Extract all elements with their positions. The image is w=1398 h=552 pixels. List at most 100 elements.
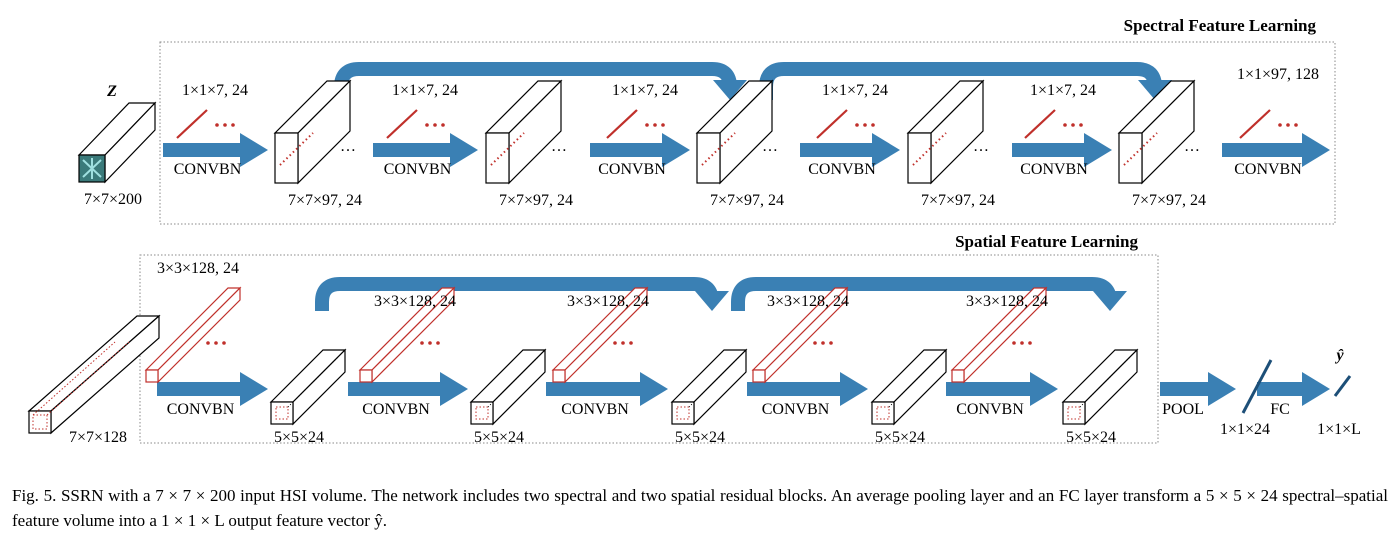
spectral-kernel-label: 1×1×7, 24 xyxy=(612,82,678,99)
spectral-kernel-dot xyxy=(425,123,429,127)
spectral-kernel-label: 1×1×7, 24 xyxy=(392,82,458,99)
spectral-ellipsis: … xyxy=(340,138,356,155)
spectral-skip-connection xyxy=(759,62,1162,100)
spatial-feature-cube-front xyxy=(470,401,494,425)
spatial-skip-connection-head xyxy=(1093,291,1127,311)
spatial-cube-kernel-trace xyxy=(475,406,489,420)
spectral-output-size: 7×7×97, 24 xyxy=(499,192,573,209)
spatial-kernel-label: 3×3×128, 24 xyxy=(966,293,1048,310)
spectral-kernel-line xyxy=(816,109,848,139)
spatial-kernel-cube xyxy=(358,286,456,384)
spectral-feature-cube xyxy=(695,79,774,185)
spatial-input-cube-front xyxy=(28,410,52,434)
spectral-ellipsis: … xyxy=(1184,138,1200,155)
spectral-conv-label: CONVBN xyxy=(808,161,876,178)
spectral-kernel-line xyxy=(606,109,638,139)
spatial-feature-cube-front xyxy=(1062,401,1086,425)
spectral-conv-label: CONVBN xyxy=(598,161,666,178)
spectral-kernel-line xyxy=(1239,109,1271,139)
spectral-kernel-dot xyxy=(1278,123,1282,127)
spatial-feature-cube xyxy=(870,348,948,426)
spectral-kernel-dot xyxy=(645,123,649,127)
spatial-conv-arrow xyxy=(946,372,1058,406)
spatial-kernel-top xyxy=(144,287,242,371)
spectral-kernel-label: 1×1×97, 128 xyxy=(1237,66,1319,83)
spatial-input-size: 7×7×128 xyxy=(69,429,127,446)
spatial-kernel-front xyxy=(951,369,965,383)
spectral-kernel-dot xyxy=(1063,123,1067,127)
spectral-cube-kernel-trace xyxy=(1123,132,1158,166)
spatial-conv-arrow xyxy=(157,372,268,406)
fc-output-size: 1×1×L xyxy=(1317,421,1361,438)
spatial-kernel-label: 3×3×128, 24 xyxy=(157,260,239,277)
spatial-kernel-dot xyxy=(1020,341,1024,345)
spatial-kernel-front xyxy=(752,369,766,383)
spatial-input-cube-side xyxy=(50,314,160,435)
spectral-kernel-label: 1×1×7, 24 xyxy=(182,82,248,99)
spatial-cube-kernel-trace xyxy=(1067,406,1081,420)
spatial-feature-cube-front xyxy=(671,401,695,425)
spatial-kernel-dot xyxy=(629,341,633,345)
spectral-kernel-label: 1×1×7, 24 xyxy=(1030,82,1096,99)
spatial-kernel-dot xyxy=(1012,341,1016,345)
spatial-conv-arrow xyxy=(348,372,468,406)
spectral-kernel-dot xyxy=(1294,123,1298,127)
spatial-output-size: 5×5×24 xyxy=(675,429,725,446)
input-cube xyxy=(77,101,157,184)
spatial-conv-label: CONVBN xyxy=(561,401,629,418)
spectral-ellipsis: … xyxy=(973,138,989,155)
spatial-cube-kernel-trace xyxy=(676,406,690,420)
spectral-kernel-dot xyxy=(223,123,227,127)
spectral-section-title: Spectral Feature Learning xyxy=(1124,16,1317,35)
spectral-output-size: 7×7×97, 24 xyxy=(710,192,784,209)
spatial-kernel-label: 3×3×128, 24 xyxy=(567,293,649,310)
spatial-kernel-front xyxy=(145,369,159,383)
spectral-skip-connection xyxy=(334,62,737,100)
spectral-kernel-dot xyxy=(215,123,219,127)
spectral-conv-arrow xyxy=(1222,133,1330,167)
spectral-conv-arrow xyxy=(1012,133,1112,167)
spatial-kernel-dot xyxy=(613,341,617,345)
spatial-feature-cube-front xyxy=(871,401,895,425)
spatial-skip-connection-head xyxy=(695,291,729,311)
spectral-kernel-line xyxy=(176,109,208,139)
spatial-kernel-front xyxy=(552,369,566,383)
spectral-ellipsis: … xyxy=(551,138,567,155)
spectral-kernel-label: 1×1×7, 24 xyxy=(822,82,888,99)
spectral-kernel-dot xyxy=(863,123,867,127)
spatial-kernel-dot xyxy=(222,341,226,345)
spectral-section-box xyxy=(159,41,1336,225)
spatial-input-cube xyxy=(27,314,161,435)
pool-output-size: 1×1×24 xyxy=(1220,421,1270,438)
spectral-cube-kernel-trace xyxy=(912,132,947,166)
spatial-kernel-dot xyxy=(621,341,625,345)
spectral-kernel-line xyxy=(386,109,418,139)
spectral-kernel-dot xyxy=(1071,123,1075,127)
spatial-kernel-dot xyxy=(206,341,210,345)
spectral-kernel-line xyxy=(1024,109,1056,139)
spatial-conv-arrow xyxy=(546,372,668,406)
output-symbol: ŷ xyxy=(1334,347,1344,364)
spatial-kernel-side xyxy=(157,286,241,384)
spatial-kernel-dot xyxy=(813,341,817,345)
spatial-output-size: 5×5×24 xyxy=(1066,429,1116,446)
spectral-feature-cube xyxy=(484,79,563,185)
spatial-kernel-label: 3×3×128, 24 xyxy=(374,293,456,310)
spectral-conv-label: CONVBN xyxy=(1020,161,1088,178)
spatial-kernel-dot xyxy=(214,341,218,345)
spatial-kernel-front xyxy=(359,369,373,383)
spectral-kernel-dot xyxy=(855,123,859,127)
spatial-section-title: Spatial Feature Learning xyxy=(955,232,1138,251)
spectral-output-size: 7×7×97, 24 xyxy=(1132,192,1206,209)
spatial-kernel-dot xyxy=(420,341,424,345)
spectral-conv-arrow xyxy=(163,133,268,167)
fc-label: FC xyxy=(1270,401,1290,418)
input-symbol: Z xyxy=(106,83,117,100)
input-cube-pattern xyxy=(82,158,102,179)
spatial-feature-cube xyxy=(469,348,547,426)
spectral-ellipsis: … xyxy=(762,138,778,155)
spatial-output-size: 5×5×24 xyxy=(474,429,524,446)
spatial-kernel-dot xyxy=(829,341,833,345)
input-size-label: 7×7×200 xyxy=(84,191,142,208)
spatial-cube-kernel-trace xyxy=(876,406,890,420)
